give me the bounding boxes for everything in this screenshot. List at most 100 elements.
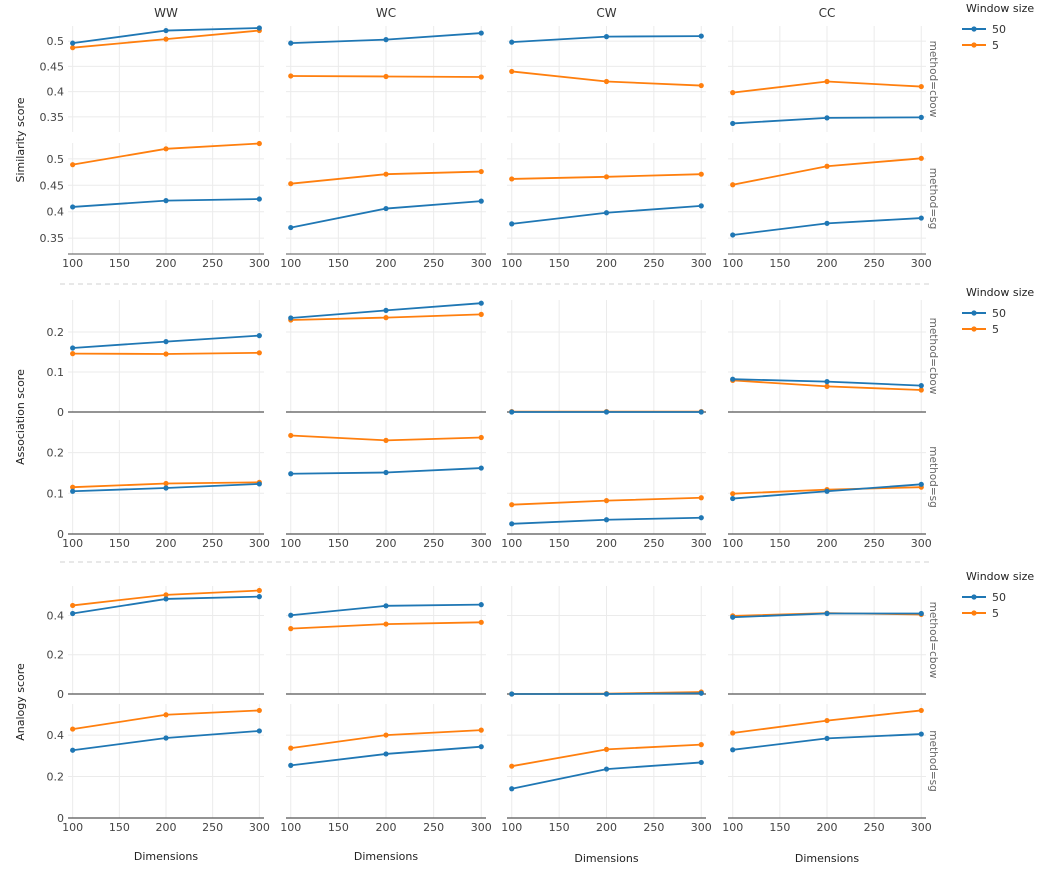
data-point-window-5 xyxy=(918,387,924,393)
data-point-window-50 xyxy=(256,481,262,487)
panel-2-1-1: 100 150 200 250 300 xyxy=(280,704,492,834)
column-title-cc: CC xyxy=(819,6,836,20)
data-point-window-5 xyxy=(730,90,736,96)
y-tick-label: 0.4 xyxy=(47,729,65,742)
panel-1-1-3: 100 150 200 250 300 xyxy=(722,420,932,550)
x-axis-title: Dimensions xyxy=(134,850,198,863)
data-point-window-50 xyxy=(256,196,262,202)
data-point-window-50 xyxy=(730,120,736,127)
panel-1-1-0: 0 0.1 0.2 100 150 200 250 300 xyxy=(47,420,270,550)
data-point-window-50 xyxy=(698,409,704,415)
data-point-window-5 xyxy=(824,78,830,85)
data-point-window-50 xyxy=(70,204,76,210)
panel-0-0-0: 0.35 0.4 0.45 0.5 xyxy=(40,25,264,132)
panel-2-1-2: 100 150 200 250 300 xyxy=(501,704,712,834)
data-point-window-50 xyxy=(163,735,169,741)
data-point-window-50 xyxy=(698,690,704,696)
data-point-window-50 xyxy=(256,333,262,339)
data-point-window-5 xyxy=(603,746,610,752)
data-point-window-50 xyxy=(70,345,76,351)
x-tick-label: 200 xyxy=(596,537,617,550)
x-tick-label: 100 xyxy=(62,821,83,834)
data-point-window-5 xyxy=(509,68,515,75)
x-tick-label: 200 xyxy=(817,537,838,550)
data-point-window-50 xyxy=(509,409,515,415)
data-point-window-50 xyxy=(70,747,76,753)
y-tick-label: 0.45 xyxy=(40,179,65,192)
data-point-window-5 xyxy=(509,176,515,182)
x-tick-label: 300 xyxy=(249,257,270,270)
data-point-window-5 xyxy=(730,182,736,188)
data-point-window-50 xyxy=(918,114,924,120)
facet-label-sg: method=sg xyxy=(927,168,939,229)
y-tick-label: 0 xyxy=(57,528,64,541)
data-point-window-5 xyxy=(163,592,169,598)
data-point-window-50 xyxy=(918,610,924,617)
x-tick-label: 200 xyxy=(376,257,397,270)
y-tick-label: 0.2 xyxy=(47,771,65,784)
y-tick-label: 0.5 xyxy=(47,153,65,166)
data-point-window-5 xyxy=(698,742,704,748)
data-point-window-50 xyxy=(824,220,830,226)
legend-label-5: 5 xyxy=(992,323,999,336)
data-point-window-5 xyxy=(478,727,484,733)
x-tick-label: 100 xyxy=(501,257,522,270)
panel-0-0-2 xyxy=(507,26,706,132)
data-point-window-5 xyxy=(698,495,704,501)
x-tick-label: 250 xyxy=(423,537,444,550)
panel-1-0-2 xyxy=(507,300,706,415)
x-axis-title: Dimensions xyxy=(354,850,418,863)
x-axis-title: Dimensions xyxy=(795,852,859,865)
x-tick-label: 100 xyxy=(722,821,743,834)
panel-1-0-3 xyxy=(728,300,926,413)
data-point-window-50 xyxy=(603,34,610,40)
data-point-window-50 xyxy=(698,203,704,209)
data-point-window-50 xyxy=(70,488,76,494)
x-tick-label: 300 xyxy=(691,537,712,550)
data-point-window-50 xyxy=(478,744,484,750)
y-tick-label: 0.2 xyxy=(47,649,65,662)
y-axis-title-0: Similarity score xyxy=(14,97,27,182)
data-point-window-50 xyxy=(478,198,484,204)
y-axis-title-2: Analogy score xyxy=(14,663,27,741)
x-tick-label: 200 xyxy=(596,257,617,270)
data-point-window-5 xyxy=(603,498,610,504)
legend-label-5: 5 xyxy=(992,39,999,52)
x-tick-label: 100 xyxy=(280,257,301,270)
x-tick-label: 250 xyxy=(202,257,223,270)
data-point-window-50 xyxy=(383,307,389,313)
x-tick-label: 150 xyxy=(769,821,790,834)
y-tick-label: 0.1 xyxy=(47,366,65,379)
legend-swatch-marker xyxy=(971,26,977,32)
data-point-window-50 xyxy=(730,232,736,238)
legend-label-50: 50 xyxy=(992,591,1006,604)
data-point-window-5 xyxy=(288,626,294,632)
data-point-window-5 xyxy=(730,491,736,497)
x-tick-label: 100 xyxy=(62,257,83,270)
legend-0: Window size 50 5 xyxy=(962,2,1034,52)
x-tick-label: 150 xyxy=(109,537,130,550)
panel-0-0-1 xyxy=(286,26,486,132)
data-point-window-50 xyxy=(918,731,924,737)
data-point-window-5 xyxy=(288,745,294,751)
data-point-window-50 xyxy=(603,691,610,697)
data-point-window-5 xyxy=(163,712,169,718)
data-point-window-50 xyxy=(824,735,830,742)
x-axis-title: Dimensions xyxy=(574,852,638,865)
x-tick-label: 250 xyxy=(864,821,885,834)
facet-label-sg: method=sg xyxy=(927,730,939,791)
data-point-window-5 xyxy=(70,45,76,51)
x-tick-label: 300 xyxy=(471,537,492,550)
data-point-window-50 xyxy=(509,521,515,527)
data-point-window-50 xyxy=(509,691,515,697)
panel-2-1-0: 0 0.2 0.4 100 150 200 250 300 xyxy=(47,704,270,834)
data-point-window-50 xyxy=(288,471,294,477)
y-tick-label: 0 xyxy=(57,406,64,419)
data-point-window-50 xyxy=(70,610,76,617)
data-point-window-5 xyxy=(918,707,924,714)
panel-0-1-3: 100 150 200 250 300 xyxy=(722,143,932,270)
y-tick-label: 0 xyxy=(57,812,64,825)
data-point-window-50 xyxy=(288,224,294,231)
x-tick-label: 200 xyxy=(156,821,177,834)
data-point-window-50 xyxy=(256,594,262,600)
